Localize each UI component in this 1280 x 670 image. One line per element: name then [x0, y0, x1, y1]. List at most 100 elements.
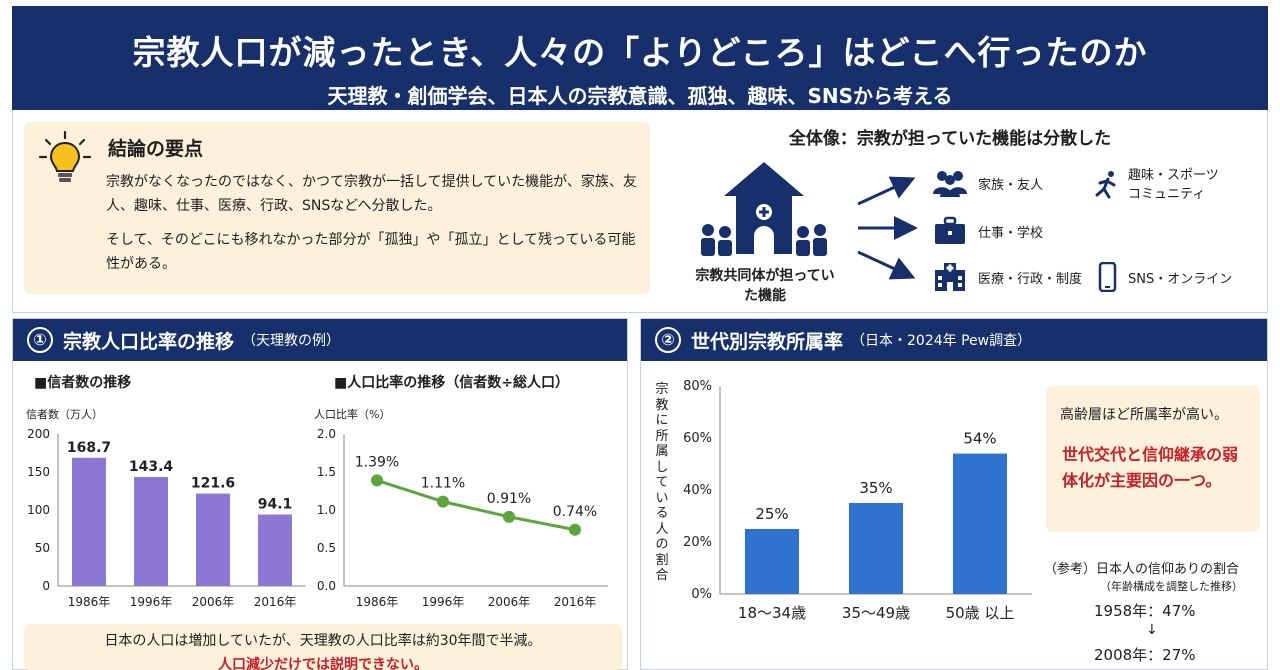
- believers-data-label: 121.6: [191, 476, 235, 492]
- lightbulb-icon: [38, 130, 92, 182]
- page-header: 宗教人口が減ったとき、人々の「よりどころ」はどこへ行ったのか 天理教・創価学会、…: [12, 6, 1268, 110]
- affiliation-xtick: 18〜34歳: [738, 604, 806, 622]
- believers-data-label: 94.1: [258, 496, 293, 512]
- believers-ytick: 0: [42, 579, 50, 593]
- believers-bar: [134, 477, 168, 586]
- reference-down-arrow: ↓: [1146, 622, 1158, 638]
- affiliation-data-label: 35%: [859, 479, 892, 497]
- affiliation-xtick: 35〜49歳: [842, 604, 910, 622]
- affiliation-callout: 高齢層ほど所属率が高い。 世代交代と信仰継承の弱体化が主要因の一つ。: [1046, 386, 1260, 532]
- briefcase-icon: [935, 216, 965, 244]
- page-subtitle: 天理教・創価学会、日本人の宗教意識、孤独、趣味、SNSから考える: [327, 84, 953, 108]
- panel2-note: （日本・2024年 Pew調査）: [851, 333, 1032, 349]
- believers-xtick: 2006年: [192, 595, 235, 609]
- believers-xtick: 1996年: [130, 595, 173, 609]
- believers-xtick: 2016年: [254, 595, 297, 609]
- affiliation-ytick: 40%: [683, 483, 712, 498]
- ratio-subtitle: ■人口比率の推移（信者数÷総人口）: [334, 375, 569, 391]
- reference-value-1958: 1958年：47%: [1094, 602, 1196, 620]
- ratio-ytick: 0.5: [317, 541, 336, 555]
- ratio-point: [371, 474, 383, 487]
- ratio-xtick: 2016年: [554, 595, 597, 609]
- affiliation-ytick: 60%: [683, 431, 712, 446]
- ratio-data-label: 1.11%: [421, 476, 465, 492]
- panel-religion-ratio: ① 宗教人口比率の推移 （天理教の例）: [12, 318, 628, 670]
- affiliation-ytick: 0%: [691, 587, 712, 602]
- believers-axis-unit: 信者数（万人）: [26, 408, 103, 421]
- summary-paragraph-1: 宗教がなくなったのではなく、かつて宗教が一括して提供していた機能が、家族、友人、…: [106, 174, 637, 214]
- believers-ytick: 50: [35, 541, 50, 555]
- people-icon: [933, 171, 967, 197]
- function-work-label: 仕事・学校: [978, 225, 1044, 241]
- panel-generation-affiliation: ② 世代別宗教所属率 （日本・2024年 Pew調査）: [640, 318, 1268, 670]
- believers-ytick: 150: [27, 465, 50, 479]
- affiliation-ytick: 20%: [683, 535, 712, 550]
- church-community-icon: [701, 162, 827, 256]
- reference-value-2008: 2008年：27%: [1094, 646, 1196, 664]
- ratio-point: [503, 510, 515, 523]
- panel1-note-line1: 日本の人口は増加していたが、天理教の人口比率は約30年間で半減。: [104, 633, 542, 649]
- panel1-note-line2: 人口減少だけでは説明できない。: [218, 657, 428, 670]
- ratio-ytick: 0.0: [317, 579, 336, 593]
- function-sns: SNS・オンライン: [1094, 262, 1232, 292]
- smartphone-icon: [1098, 262, 1117, 292]
- ratio-xtick: 1986年: [356, 595, 399, 609]
- reference-title: （参考）日本人の信仰ありの割合: [1044, 562, 1240, 577]
- believers-data-label: 168.7: [67, 440, 111, 456]
- page-title: 宗教人口が減ったとき、人々の「よりどころ」はどこへ行ったのか: [132, 33, 1148, 72]
- summary-paragraph-2: そして、そのどこにも移れなかった部分が「孤独」や「孤立」として残っている可能性が…: [106, 232, 636, 272]
- believers-bar: [72, 457, 106, 586]
- function-work: 仕事・学校: [932, 216, 1043, 246]
- ratio-ytick: 1.0: [317, 503, 336, 517]
- affiliation-xtick: 50歳 以上: [946, 604, 1015, 622]
- affiliation-data-label: 25%: [755, 505, 788, 523]
- believers-bar: [196, 493, 230, 586]
- function-hobby: 趣味・スポーツ コミュニティ: [1094, 166, 1219, 204]
- affiliation-bar: [745, 529, 799, 594]
- callout-line1: 高齢層ほど所属率が高い。: [1060, 407, 1228, 423]
- ratio-point: [437, 495, 449, 508]
- church-label: 宗教共同体が担っていた機能: [695, 268, 835, 304]
- believers-bar: [258, 514, 292, 586]
- reference-note: （年齢構成を調整した推移）: [1100, 580, 1243, 593]
- running-person-icon: [1095, 171, 1116, 199]
- panel1-title: 宗教人口比率の推移: [63, 330, 235, 353]
- affiliation-ytick: 80%: [683, 379, 712, 394]
- top-section-frame: [12, 110, 1268, 313]
- function-medical-label: 医療・行政・制度: [978, 271, 1083, 287]
- panel2-number: ②: [655, 327, 681, 353]
- affiliation-data-label: 54%: [963, 430, 996, 448]
- affiliation-axis-label: 宗教に所属している人の割合: [655, 382, 669, 583]
- function-family: 家族・友人: [932, 168, 1043, 198]
- ratio-point: [569, 523, 581, 536]
- function-sns-label: SNS・オンライン: [1128, 271, 1233, 287]
- believers-xtick: 1986年: [68, 595, 111, 609]
- distribution-arrows: [857, 176, 918, 280]
- function-family-label: 家族・友人: [978, 177, 1044, 193]
- believers-subtitle: ■信者数の推移: [34, 375, 132, 391]
- hospital-icon: [935, 263, 965, 291]
- affiliation-bar: [953, 453, 1007, 594]
- ratio-xtick: 2006年: [488, 595, 531, 609]
- believers-ytick: 200: [27, 427, 50, 441]
- panel2-header: ② 世代別宗教所属率 （日本・2024年 Pew調査）: [641, 319, 1267, 361]
- ratio-xtick: 1996年: [422, 595, 465, 609]
- ratio-data-label: 1.39%: [355, 454, 399, 470]
- ratio-data-label: 0.74%: [553, 504, 597, 520]
- panel2-title: 世代別宗教所属率: [691, 330, 844, 353]
- affiliation-bar-chart: 0% 20% 40% 60% 80% 25% 18〜34歳 35% 35〜49歳 54% 50歳 以…: [683, 379, 1032, 622]
- panel1-number: ①: [27, 327, 53, 353]
- panel1-header: ① 宗教人口比率の推移 （天理教の例）: [13, 319, 627, 361]
- function-medical: 医療・行政・制度: [932, 262, 1082, 292]
- believers-bar-chart: 0 50 100 150 200 168.7 1986年 143.4 1996年 121.6 200…: [27, 427, 306, 609]
- function-hobby-label: 趣味・スポーツ コミュニティ: [1128, 168, 1219, 202]
- overview-title: 全体像：宗教が担っていた機能は分散した: [788, 129, 1112, 149]
- ratio-axis-unit: 人口比率（%）: [314, 408, 391, 421]
- believers-ytick: 100: [27, 503, 50, 517]
- ratio-line: [376, 478, 576, 532]
- panel1-note: （天理教の例）: [242, 333, 341, 349]
- believers-data-label: 143.4: [129, 459, 174, 475]
- summary-box: 結論の要点 宗教がなくなったのではなく、かつて宗教が一括して提供していた機能が、…: [24, 122, 650, 294]
- ratio-data-label: 0.91%: [487, 491, 531, 507]
- ratio-line-chart: 0.0 0.5 1.0 1.5 2.0 1.39% 1986年 1.11% 1996年 0.91%…: [317, 427, 608, 609]
